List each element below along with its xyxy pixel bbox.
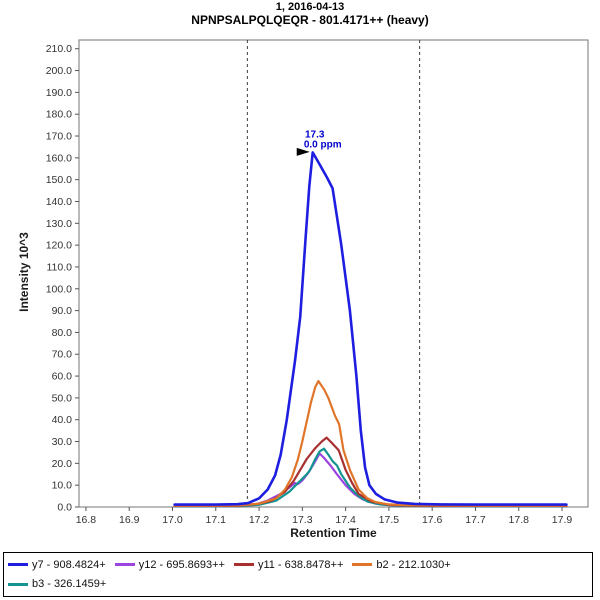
legend-row: b3 - 326.1459+: [8, 575, 588, 593]
x-tick-label: 17.4: [335, 514, 356, 526]
x-tick-label: 16.8: [76, 514, 97, 526]
legend-item-b3: b3 - 326.1459+: [8, 578, 106, 590]
b2-swatch-icon: [352, 563, 373, 567]
x-tick-label: 17.0: [162, 514, 183, 526]
y-tick-label: 160.0: [46, 152, 72, 164]
legend-label: y7 - 908.4824+: [32, 558, 106, 571]
y-tick-label: 110.0: [47, 261, 73, 273]
x-tick-label: 17.3: [292, 514, 313, 526]
legend-row: y7 - 908.4824+ y12 - 695.8693++ y11 - 638.…: [8, 556, 588, 574]
legend-label: y12 - 695.8693++: [138, 558, 225, 571]
y-tick-label: 190.0: [46, 87, 72, 99]
peak-ppm-label: 0.0 ppm: [304, 139, 342, 150]
peak-apex-arrow-icon: [296, 147, 310, 156]
y-tick-label: 210.0: [46, 43, 72, 55]
y7-swatch-icon: [8, 563, 28, 567]
y-tick-label: 70.0: [52, 349, 73, 361]
x-tick-label: 17.8: [509, 514, 530, 526]
series-y12-line[interactable]: [173, 452, 568, 508]
y-tick-label: 100.0: [46, 283, 72, 295]
y-tick-label: 90.0: [52, 305, 73, 317]
x-tick-label: 17.6: [422, 514, 443, 526]
legend-item-b2: b2 - 212.1030+: [352, 558, 451, 571]
y-tick-label: 10.0: [52, 480, 73, 492]
y-tick-label: 120.0: [46, 240, 72, 252]
peptide-subtitle: NPNPSALPQLQEQR - 801.4171++ (heavy): [191, 13, 429, 27]
y-tick-label: 200.0: [46, 65, 72, 77]
y-tick-label: 60.0: [52, 371, 73, 383]
y-tick-label: 140.0: [46, 196, 72, 208]
y-tick-label: 20.0: [52, 458, 73, 470]
series-y11-line[interactable]: [173, 436, 568, 507]
legend-item-y11: y11 - 638.8478++: [233, 558, 344, 571]
x-tick-label: 17.9: [552, 514, 573, 526]
plot-pane-border: [78, 39, 589, 508]
y-tick-label: 0.0: [57, 502, 72, 514]
y-tick-label: 150.0: [46, 174, 72, 186]
x-tick-label: 16.9: [119, 514, 140, 526]
legend-label: b3 - 326.1459+: [32, 578, 107, 591]
series-y7-line[interactable]: [173, 151, 568, 506]
series-b3-line[interactable]: [173, 447, 568, 508]
y-axis-title: Intensity 10^3: [17, 232, 31, 312]
y-tick-label: 40.0: [52, 414, 73, 426]
chart-title: 1, 2016-04-13: [275, 1, 345, 13]
legend-label: y11 - 638.8478++: [257, 558, 344, 571]
x-tick-label: 17.5: [379, 514, 400, 526]
y-tick-label: 180.0: [46, 109, 72, 121]
y11-swatch-icon: [233, 563, 254, 567]
x-tick-label: 17.7: [465, 514, 486, 526]
y12-swatch-icon: [114, 563, 135, 567]
y-tick-label: 130.0: [46, 218, 72, 230]
x-tick-label: 17.1: [206, 514, 227, 526]
legend: y7 - 908.4824+ y12 - 695.8693++ y11 - 638.…: [3, 552, 593, 597]
peak-rt-label: 17.3: [305, 129, 325, 140]
y-tick-label: 50.0: [52, 392, 73, 404]
legend-label: b2 - 212.1030+: [376, 558, 451, 571]
legend-item-y7: y7 - 908.4824+: [8, 559, 106, 571]
x-axis-title: Retention Time: [290, 526, 377, 540]
chromatogram-plot[interactable]: 0.0 10.0 20.0 30.0 40.0 50.0 60.0 70.0 80.0 90.0 1…: [0, 0, 600, 552]
legend-item-y12: y12 - 695.8693++: [114, 558, 225, 571]
y-tick-label: 80.0: [52, 327, 73, 339]
y-tick-label: 30.0: [52, 436, 73, 448]
y-tick-label: 170.0: [46, 131, 72, 143]
b3-swatch-icon: [8, 582, 28, 586]
x-tick-label: 17.2: [249, 514, 270, 526]
series-b2-line[interactable]: [173, 380, 568, 507]
